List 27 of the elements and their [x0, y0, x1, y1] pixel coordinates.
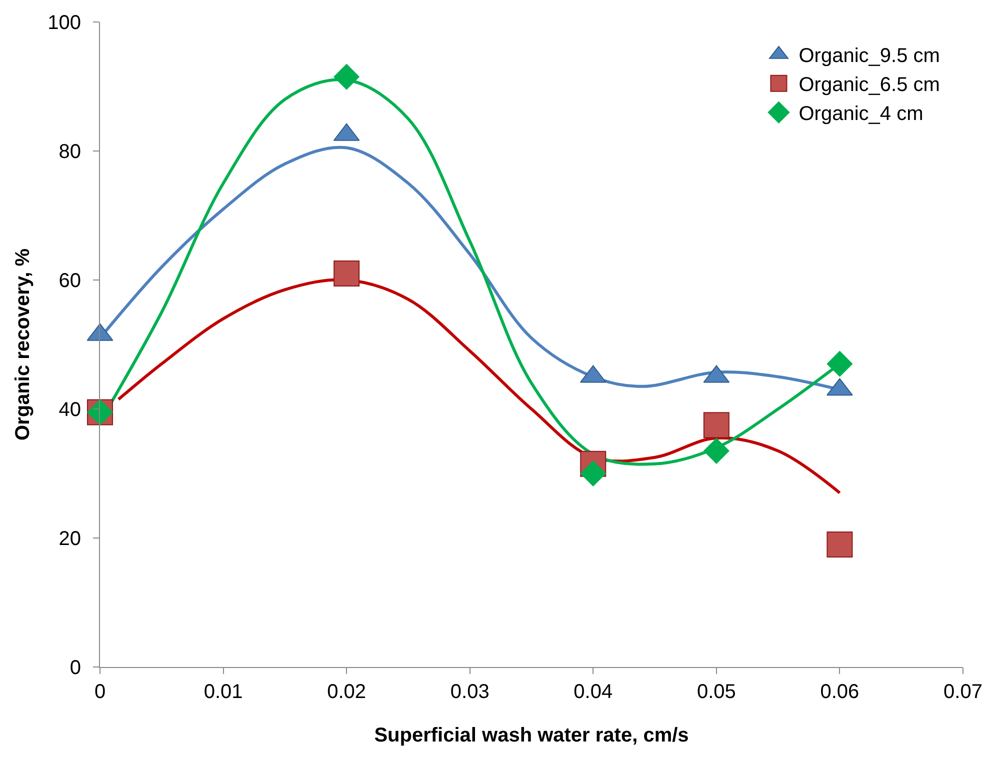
- y-tick-label: 60: [58, 270, 81, 292]
- y-tick-label: 80: [58, 141, 81, 163]
- y-tick-label: 40: [58, 399, 81, 421]
- point: [334, 64, 360, 90]
- x-tick-label: 0: [94, 681, 106, 703]
- x-tick-label: 0.05: [696, 681, 736, 703]
- point: [703, 412, 730, 438]
- point: [704, 438, 730, 464]
- y-tick-label: 0: [70, 657, 81, 679]
- line-series: [116, 278, 842, 494]
- legend-label: Organic_6.5 cm: [798, 74, 940, 96]
- legend-label: Organic_9.5 cm: [798, 45, 940, 68]
- y-axis-title: Organic recovery, %: [12, 248, 34, 440]
- x-tick-label: 0.04: [574, 681, 613, 703]
- x-axis-title: Superficial wash water rate, cm/s: [374, 724, 689, 746]
- point: [334, 260, 360, 287]
- x-tick-label: 0.03: [450, 681, 490, 703]
- point: [580, 460, 606, 486]
- x-tick-label: 0.06: [820, 681, 860, 703]
- point: [826, 531, 853, 558]
- y-tick-label: 20: [58, 528, 81, 550]
- legend-label: Organic_4 cm: [798, 103, 924, 126]
- x-tick-label: 0.01: [204, 681, 243, 703]
- point: [826, 351, 853, 377]
- x-tick-label: 0.07: [944, 681, 982, 703]
- y-tick-label: 100: [48, 12, 81, 34]
- x-tick-label: 0.02: [327, 681, 366, 703]
